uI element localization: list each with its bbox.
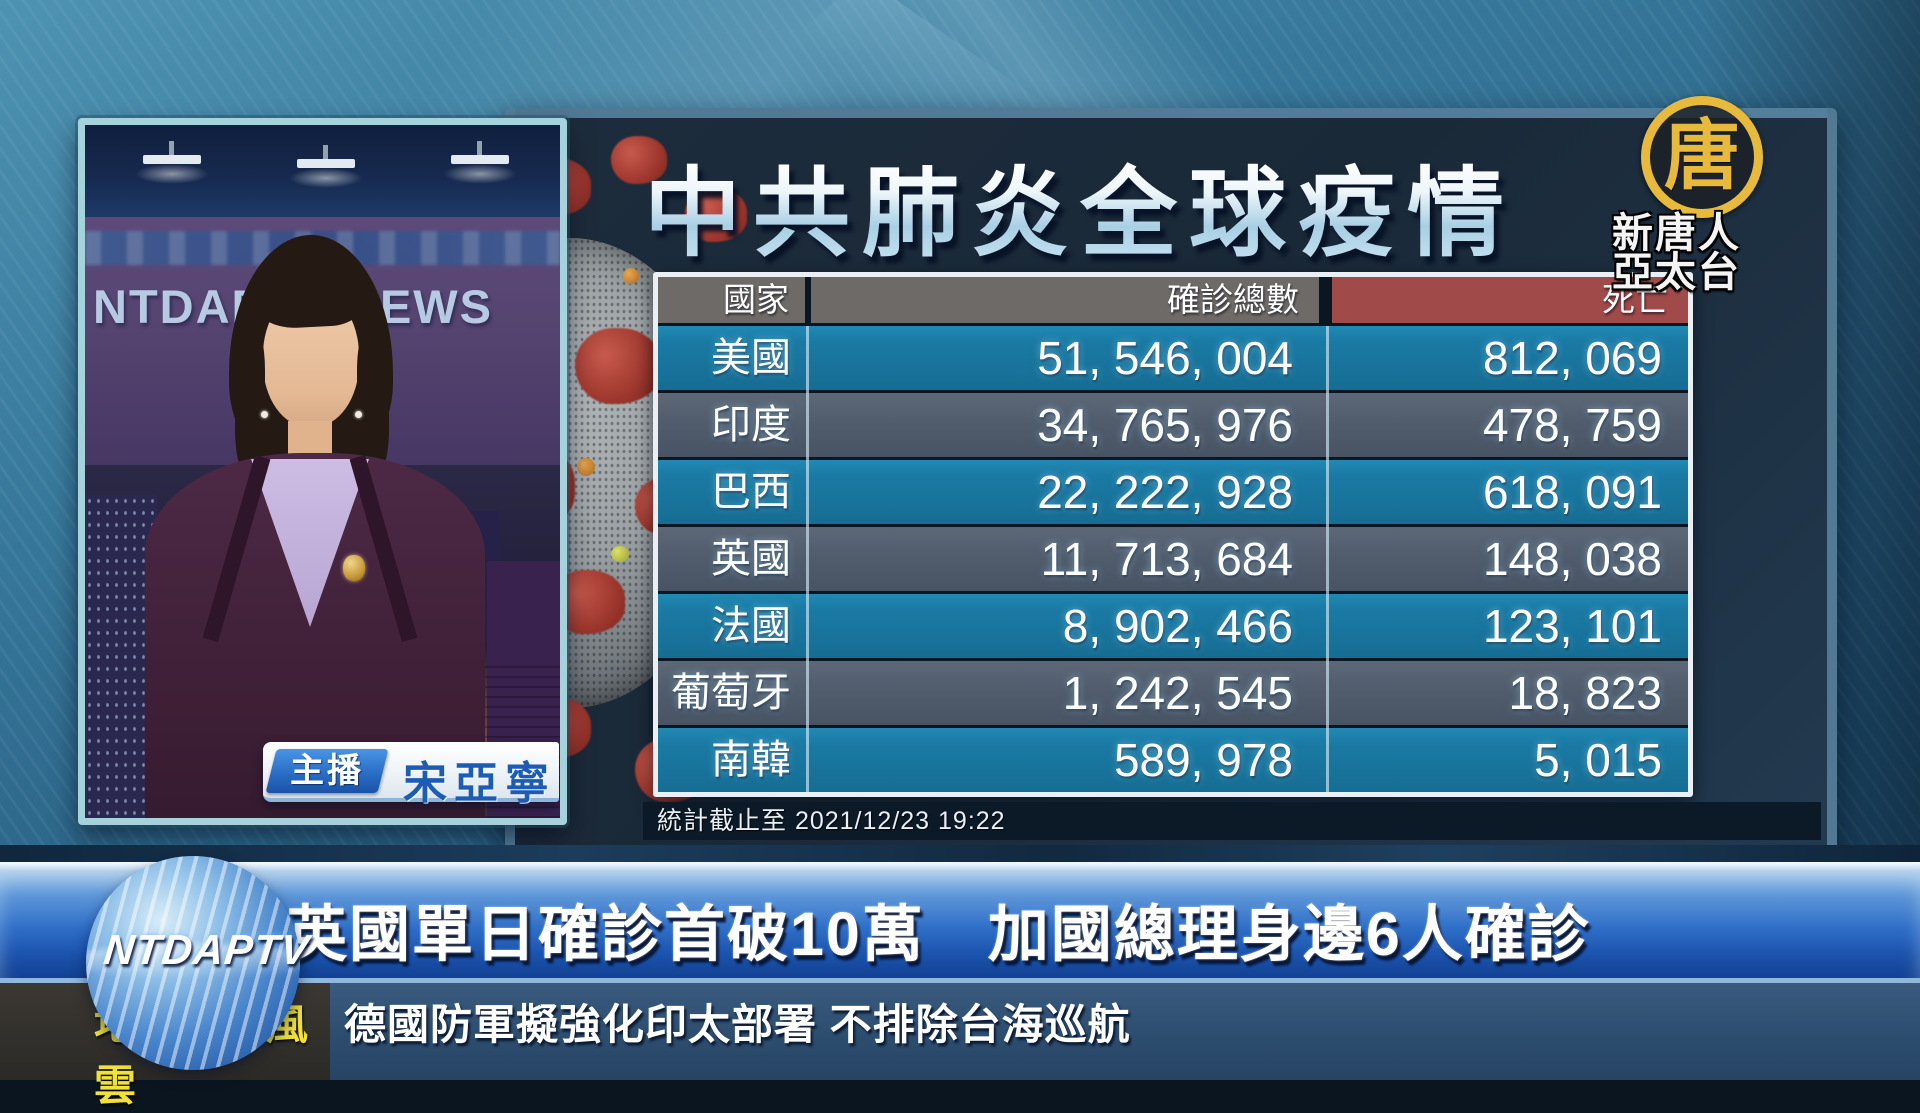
header-country: 國家 bbox=[658, 277, 805, 323]
table-body: 美國 51, 546, 004 812, 069 印度 34, 765, 976… bbox=[658, 326, 1688, 792]
ceiling-lamp bbox=[443, 141, 517, 184]
anchor-role-label: 主播 bbox=[290, 752, 364, 790]
channel-name: 新唐人 亞太台 bbox=[1612, 210, 1782, 295]
table-row: 英國 11, 713, 684 148, 038 bbox=[658, 527, 1688, 591]
headline-ticker: 英國單日確診首破10萬 加國總理身邊6人確診 bbox=[0, 862, 1920, 980]
brooch bbox=[343, 555, 365, 581]
cell-country: 葡萄牙 bbox=[671, 671, 791, 715]
cell-confirmed: 589, 978 bbox=[1113, 734, 1293, 786]
table-header-row: 國家 確診總數 死亡 bbox=[658, 277, 1688, 323]
cell-country: 印度 bbox=[711, 403, 791, 447]
virus-dot bbox=[611, 546, 629, 562]
anchor-hair-side bbox=[235, 325, 265, 475]
cell-deaths: 123, 101 bbox=[1482, 600, 1662, 652]
virus-spike bbox=[611, 136, 667, 184]
panel-title: 中共肺炎全球疫情 bbox=[515, 134, 1645, 275]
column-separator bbox=[806, 326, 809, 792]
ntd-logo-glyph: 唐 bbox=[1664, 111, 1740, 200]
table-row: 法國 8, 902, 466 123, 101 bbox=[658, 594, 1688, 658]
table-row: 南韓 589, 978 5, 015 bbox=[658, 728, 1688, 792]
anchor-name-strap: 主播 宋亞寧 bbox=[263, 742, 559, 808]
cell-confirmed: 34, 765, 976 bbox=[1037, 399, 1293, 451]
virus-dot bbox=[623, 268, 639, 284]
earring bbox=[355, 411, 362, 418]
cell-confirmed: 1, 242, 545 bbox=[1062, 667, 1293, 719]
cell-confirmed: 11, 713, 684 bbox=[1040, 533, 1293, 585]
table-row: 葡萄牙 1, 242, 545 18, 823 bbox=[658, 661, 1688, 725]
ticker-edge-line bbox=[0, 978, 1920, 983]
channel-name-line1: 新唐人 bbox=[1612, 210, 1741, 256]
ceiling-lamp bbox=[135, 141, 209, 184]
cell-deaths: 18, 823 bbox=[1508, 667, 1662, 719]
header-deaths: 死亡 bbox=[1332, 277, 1688, 323]
studio-scene: NTDAPTV NEWS 主播 宋亞寧 bbox=[85, 125, 560, 818]
anchor-hair-side bbox=[357, 325, 389, 475]
table-row: 印度 34, 765, 976 478, 759 bbox=[658, 393, 1688, 457]
virus-spike bbox=[575, 328, 661, 404]
covid-statistics-table: 國家 確診總數 死亡 美國 51, 546, 004 812, 069 印度 3… bbox=[653, 272, 1693, 797]
cell-deaths: 618, 091 bbox=[1482, 466, 1662, 518]
ticker-subheadline: 德國防軍擬強化印太部署 不排除台海巡航 bbox=[330, 983, 1920, 1080]
cell-deaths: 478, 759 bbox=[1482, 399, 1662, 451]
table-row: 巴西 22, 222, 928 618, 091 bbox=[658, 460, 1688, 524]
cell-country: 巴西 bbox=[711, 470, 791, 514]
ntdaptv-globe-text: NTDAPTV bbox=[101, 926, 312, 973]
cell-confirmed: 22, 222, 928 bbox=[1037, 466, 1293, 518]
ntd-logo: 唐 bbox=[1641, 96, 1763, 218]
ticker-divider-strip bbox=[0, 845, 1920, 862]
cell-country: 美國 bbox=[711, 336, 791, 380]
anchor-name: 宋亞寧 bbox=[403, 759, 556, 808]
table-row: 美國 51, 546, 004 812, 069 bbox=[658, 326, 1688, 390]
ceiling-lamp bbox=[289, 145, 363, 188]
ntdaptv-globe-logo bbox=[86, 856, 300, 1070]
cell-deaths: 5, 015 bbox=[1534, 734, 1662, 786]
anchor-role-badge: 主播 bbox=[265, 749, 389, 793]
earring bbox=[261, 411, 268, 418]
headline-text: 英國單日確診首破10萬 加國總理身邊6人確診 bbox=[286, 900, 1591, 968]
cell-country: 法國 bbox=[711, 604, 791, 648]
cell-deaths: 148, 038 bbox=[1482, 533, 1662, 585]
virus-spike bbox=[685, 188, 747, 242]
panel-title-text: 中共肺炎全球疫情 bbox=[644, 159, 1516, 268]
cell-confirmed: 51, 546, 004 bbox=[1037, 332, 1293, 384]
anchor-video-frame: NTDAPTV NEWS 主播 宋亞寧 bbox=[78, 118, 567, 825]
cell-country: 英國 bbox=[711, 537, 791, 581]
header-confirmed: 確診總數 bbox=[811, 277, 1319, 323]
studio-ceiling bbox=[85, 125, 560, 217]
channel-name-line2: 亞太台 bbox=[1612, 249, 1741, 295]
statistics-timestamp: 統計截止至 2021/12/23 19:22 bbox=[643, 802, 1821, 840]
cell-deaths: 812, 069 bbox=[1482, 332, 1662, 384]
column-separator bbox=[1326, 326, 1329, 792]
cell-country: 南韓 bbox=[711, 738, 791, 782]
virus-dot bbox=[577, 458, 595, 476]
cell-confirmed: 8, 902, 466 bbox=[1062, 600, 1293, 652]
ticker-subheadline-text: 德國防軍擬強化印太部署 不排除台海巡航 bbox=[344, 1001, 1131, 1048]
